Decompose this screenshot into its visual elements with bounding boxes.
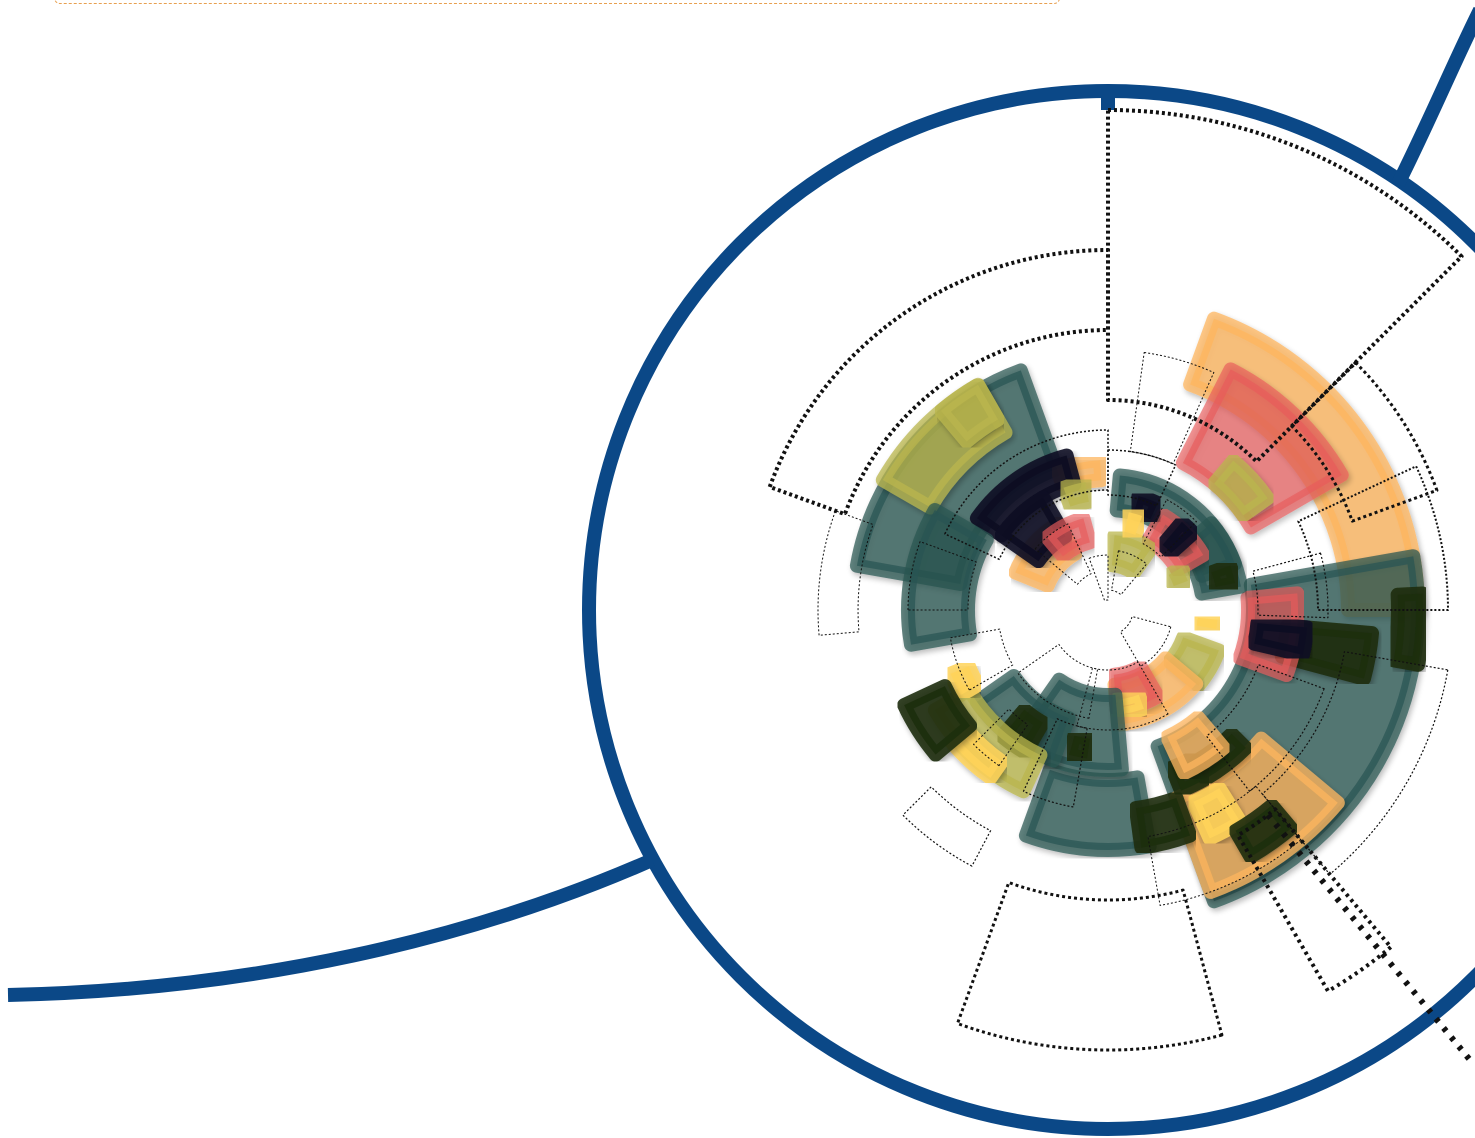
segment-outline-16 <box>1142 499 1197 558</box>
segment-outline-18 <box>1017 643 1099 719</box>
segment-outline-21 <box>1111 550 1148 596</box>
top-right-sweep-line <box>1391 6 1475 188</box>
segment-outline-13 <box>944 429 1109 561</box>
segment-fill-38 <box>943 659 986 702</box>
segment-fill-43 <box>1189 610 1225 637</box>
ring-notch <box>1101 90 1115 110</box>
segment-outline-12 <box>1205 664 1325 792</box>
segment-outline-15 <box>1107 449 1177 507</box>
segment-fill-24 <box>1155 514 1201 561</box>
segment-fill-40 <box>897 679 978 762</box>
segment-outline-23 <box>973 708 1029 767</box>
segment-fill-49 <box>1204 558 1243 595</box>
segment-outline-17 <box>1034 523 1092 585</box>
segment-fill-20 <box>933 377 1005 449</box>
segment-outline-22 <box>1022 718 1088 808</box>
segment-outline-6 <box>1236 807 1393 994</box>
segment-outline-2 <box>1290 361 1439 523</box>
segment-fill-6 <box>1018 762 1157 857</box>
segment-outline-19 <box>1120 616 1172 667</box>
segment-outline-11 <box>1252 552 1329 619</box>
segment-outline-7 <box>956 881 1224 1052</box>
segment-fill-47 <box>1128 790 1198 855</box>
segment-fill-9 <box>1247 616 1315 662</box>
dotted-radial-tail <box>1265 813 1473 1062</box>
segment-outline-8 <box>767 248 1110 517</box>
segment-outline-14 <box>907 541 977 611</box>
segment-outline-3 <box>1297 465 1449 611</box>
segment-outlines-group <box>767 108 1473 1062</box>
segment-fill-41 <box>1062 728 1097 766</box>
segment-outline-26 <box>1076 661 1169 731</box>
segment-fill-46 <box>1228 798 1299 864</box>
segment-fill-48 <box>1386 586 1431 672</box>
segment-fill-13 <box>1160 710 1231 781</box>
segment-outline-24 <box>902 786 992 867</box>
segment-fill-44 <box>1161 560 1195 594</box>
segment-fills-group <box>849 311 1431 909</box>
segment-fill-10 <box>1207 453 1275 523</box>
segment-fill-42 <box>1117 505 1150 542</box>
left-sweep-line <box>7 853 655 1002</box>
outer-frame-group <box>7 6 1475 1136</box>
segment-outline-20 <box>1088 554 1109 602</box>
segment-outline-5 <box>1147 785 1302 906</box>
segment-outline-25 <box>949 628 1014 691</box>
segment-outline-1 <box>1106 108 1464 464</box>
